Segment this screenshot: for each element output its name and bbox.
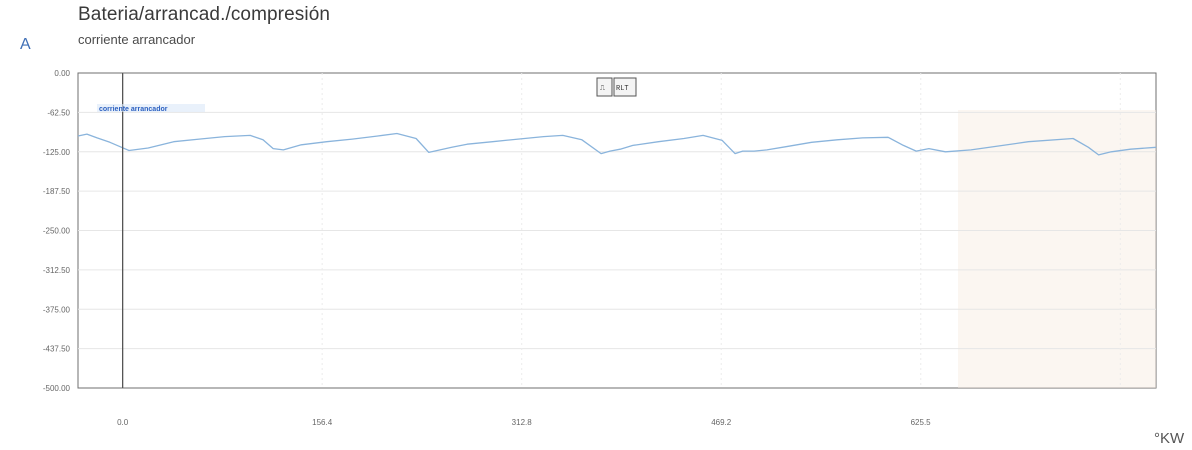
zoom-button[interactable]: ⎍ <box>596 77 613 97</box>
y-tick-label: -125.00 <box>43 148 71 157</box>
y-tick-label: -375.00 <box>43 305 71 314</box>
x-tick-label: 625.5 <box>911 418 932 427</box>
x-tick-label: 156.4 <box>312 418 333 427</box>
grid-lines <box>78 73 1156 388</box>
y-axis-unit: A <box>20 36 31 53</box>
y-tick-label: -500.00 <box>43 384 71 393</box>
y-axis-ticks: 0.00 -62.50 -125.00 -187.50 -250.00 -312.50 -3… <box>43 69 71 393</box>
y-tick-label: -62.50 <box>47 108 70 117</box>
rlt-button[interactable]: RLT <box>613 77 637 97</box>
legend-label: corriente arrancador <box>99 106 168 113</box>
series-line <box>77 132 1157 156</box>
y-tick-label: -250.00 <box>43 227 71 236</box>
x-tick-label: 312.8 <box>512 418 533 427</box>
chart-title: Bateria/arrancad./compresión <box>78 4 331 25</box>
x-tick-label: 469.2 <box>711 418 732 427</box>
x-axis-ticks: 0.0 156.4 312.8 469.2 625.5 <box>117 418 931 427</box>
y-tick-label: -437.50 <box>43 345 71 354</box>
legend: corriente arrancador <box>97 104 205 113</box>
rlt-button-label: RLT <box>616 85 629 93</box>
x-axis-unit: °KW <box>1154 430 1185 447</box>
x-tick-label: 0.0 <box>117 418 129 427</box>
y-tick-label: 0.00 <box>54 69 70 78</box>
series-group <box>77 132 1157 156</box>
chart-subtitle: corriente arrancador <box>78 32 196 47</box>
paper-stain <box>958 110 1156 388</box>
y-tick-label: -187.50 <box>43 187 71 196</box>
zoom-button-label: ⎍ <box>600 85 605 93</box>
y-tick-label: -312.50 <box>43 266 71 275</box>
